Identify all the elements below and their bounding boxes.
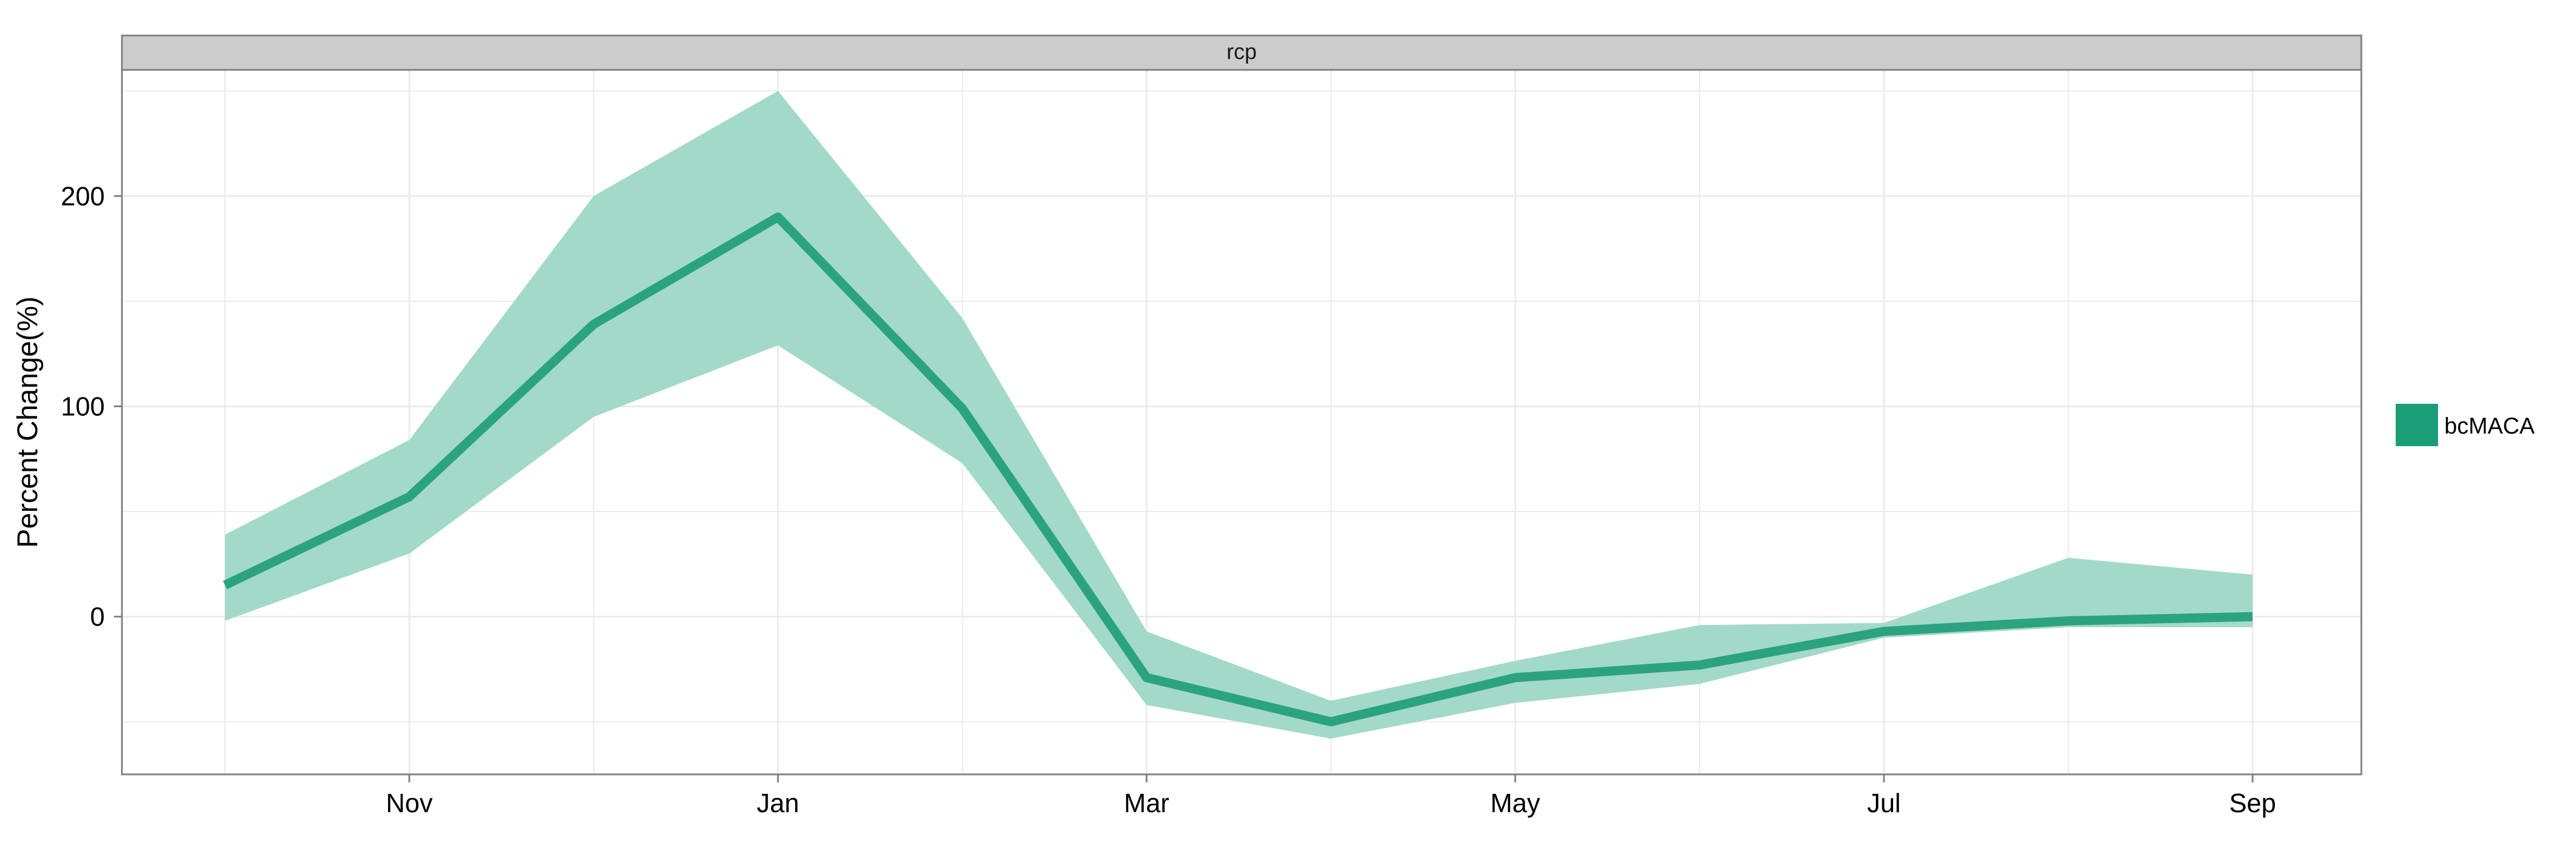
y-axis: 0 100 200 <box>61 181 122 632</box>
legend-key-bcmaca <box>2396 404 2438 446</box>
legend: bcMACA <box>2396 404 2535 446</box>
y-tick-label-100: 100 <box>61 391 105 421</box>
x-tick-label-jan: Jan <box>757 788 799 818</box>
x-tick-label-sep: Sep <box>2229 788 2276 818</box>
facet-strip <box>121 34 2362 71</box>
x-tick-label-mar: Mar <box>1124 788 1169 818</box>
x-axis: Nov Jan Mar May Jul Sep <box>386 774 2276 818</box>
series-line <box>223 212 2253 727</box>
y-tick-label-0: 0 <box>90 602 105 632</box>
facet-strip-label: rcp <box>1227 40 1257 64</box>
series-ribbon <box>225 90 2253 739</box>
y-axis-title: Percent Change(%) <box>11 296 44 548</box>
legend-label-bcmaca: bcMACA <box>2444 414 2535 439</box>
x-tick-label-jul: Jul <box>1867 788 1901 818</box>
y-tick-label-200: 200 <box>61 181 105 211</box>
x-tick-label-may: May <box>1491 788 1540 818</box>
x-tick-label-nov: Nov <box>386 788 433 818</box>
